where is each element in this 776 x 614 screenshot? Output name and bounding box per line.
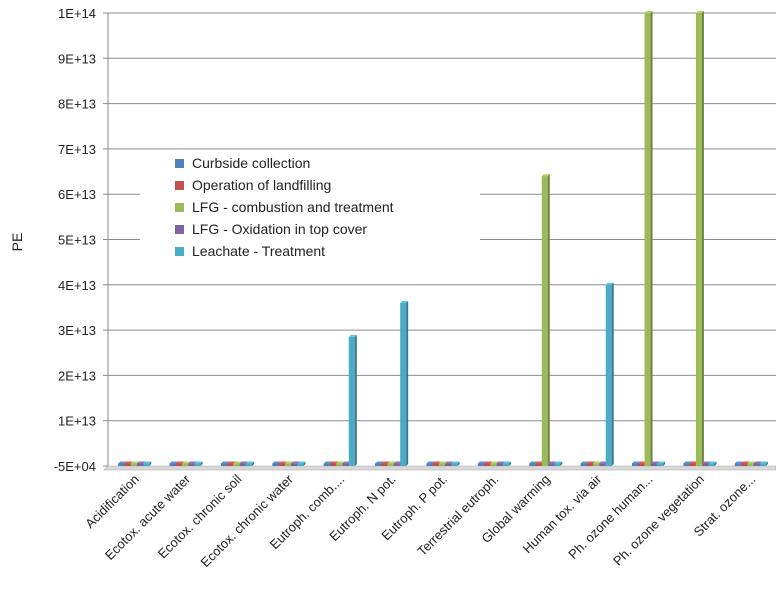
bar [297, 461, 306, 466]
bar [708, 461, 717, 466]
x-tick-label: Ecotox. acute water [102, 471, 194, 563]
y-tick-label: 1E+14 [58, 6, 96, 21]
y-tick-label: 8E+13 [58, 97, 96, 112]
legend-label: Curbside collection [192, 155, 310, 171]
legend-background [140, 150, 480, 266]
y-tick-label: 1E+13 [58, 414, 96, 429]
bar [246, 461, 255, 466]
legend-item: LFG - Oxidation in top cover [175, 221, 367, 237]
bar [644, 11, 653, 466]
y-tick-label: 5E+13 [58, 233, 96, 248]
bar [759, 461, 768, 466]
legend-item: LFG - combustion and treatment [175, 199, 394, 215]
legend-item: Curbside collection [175, 155, 310, 171]
y-tick-label: 4E+13 [58, 278, 96, 293]
legend-label: Operation of landfilling [192, 177, 331, 193]
bar [541, 174, 550, 466]
bar [348, 334, 357, 466]
bar [451, 461, 460, 466]
legend-item: Operation of landfilling [175, 177, 331, 193]
legend-label: LFG - combustion and treatment [192, 199, 394, 215]
bar [502, 461, 511, 466]
legend-label: Leachate - Treatment [192, 243, 325, 259]
y-axis-label: PE [9, 233, 25, 252]
x-tick-label: Ecotox. chronic water [197, 471, 296, 570]
legend-swatch [175, 247, 184, 256]
legend-label: LFG - Oxidation in top cover [192, 221, 367, 237]
y-tick-labels: -5E+04 1E+13 2E+13 3E+13 4E+13 5E+13 6E+13 7E+1… [54, 6, 96, 474]
y-tick-label: 3E+13 [58, 323, 96, 338]
legend-swatch [175, 159, 184, 168]
y-tick-label: -5E+04 [54, 459, 96, 474]
bar [657, 461, 666, 466]
legend-item: Leachate - Treatment [175, 243, 325, 259]
x-tick-label: Ph. ozone vegetation [610, 472, 707, 569]
bar [194, 461, 203, 466]
bar [143, 461, 152, 466]
bars [118, 11, 768, 466]
y-tick-label: 2E+13 [58, 368, 96, 383]
legend-swatch [175, 225, 184, 234]
legend-swatch [175, 181, 184, 190]
y-tick-label: 9E+13 [58, 51, 96, 66]
legend: Curbside collection Operation of landfill… [140, 150, 480, 266]
y-tick-label: 7E+13 [58, 142, 96, 157]
legend-swatch [175, 203, 184, 212]
y-tick-label: 6E+13 [58, 187, 96, 202]
bar [605, 282, 614, 466]
bar [400, 300, 409, 466]
bar [554, 461, 563, 466]
bar [695, 11, 704, 466]
chart-floor [103, 465, 776, 471]
